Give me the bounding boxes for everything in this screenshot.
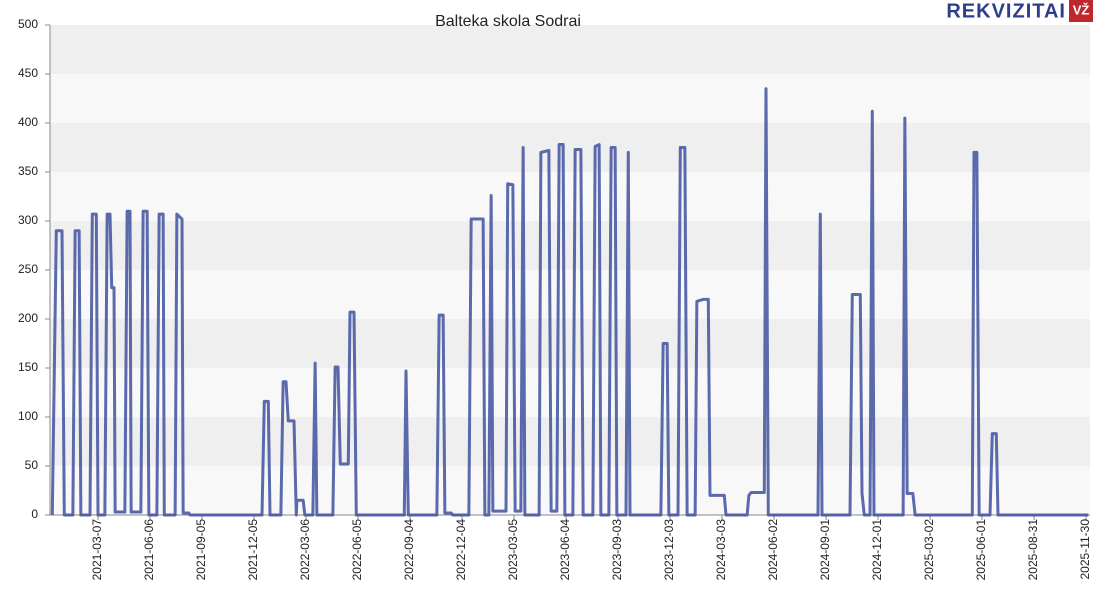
- data-line: [50, 87, 1089, 517]
- x-tick-label: 2021-09-05: [194, 519, 208, 581]
- grid-band: [50, 466, 1090, 515]
- y-tick-label: 200: [18, 311, 38, 325]
- logo-badge-bg: [1069, 0, 1093, 22]
- x-tick-label: 2025-08-31: [1026, 519, 1040, 581]
- y-tick-label: 0: [31, 507, 38, 521]
- x-tick-label: 2025-03-02: [922, 519, 936, 581]
- x-tick-label: 2024-09-01: [818, 519, 832, 581]
- grid-band: [50, 417, 1090, 466]
- chart-title: Balteka skola Sodrai: [435, 13, 581, 30]
- grid-band: [50, 270, 1090, 319]
- x-tick-label: 2025-11-30: [1078, 519, 1092, 580]
- y-tick-label: 50: [25, 458, 39, 472]
- x-tick-label: 2025-06-01: [974, 519, 988, 581]
- y-tick-label: 150: [18, 360, 38, 374]
- grid-band: [50, 74, 1090, 123]
- y-tick-label: 350: [18, 164, 38, 178]
- x-tick-label: 2024-03-03: [714, 519, 728, 581]
- y-tick-label: 250: [18, 262, 38, 276]
- x-tick-label: 2022-03-06: [298, 519, 312, 581]
- grid-band: [50, 319, 1090, 368]
- y-tick-label: 300: [18, 213, 38, 227]
- x-tick-label: 2022-09-04: [402, 519, 416, 581]
- y-tick-label: 500: [18, 17, 38, 31]
- plot-area: [50, 25, 1090, 515]
- logo-brand: REKVIZITAI: [946, 0, 1066, 22]
- x-tick-label: 2023-06-04: [558, 519, 572, 581]
- x-tick-label: 2023-12-03: [662, 519, 676, 581]
- x-tick-label: 2023-03-05: [506, 519, 520, 581]
- y-tick-label: 100: [18, 409, 38, 423]
- x-tick-label: 2021-12-05: [246, 519, 260, 581]
- x-tick-label: 2022-12-04: [454, 519, 468, 581]
- x-tick-label: 2022-06-05: [350, 519, 364, 581]
- x-tick-label: 2021-03-07: [90, 519, 104, 581]
- grid-band: [50, 221, 1090, 270]
- logo-badge: VŽ: [1073, 2, 1090, 17]
- y-tick-label: 450: [18, 66, 38, 80]
- grid-band: [50, 172, 1090, 221]
- y-tick-label: 400: [18, 115, 38, 129]
- x-tick-label: 2024-12-01: [870, 519, 884, 581]
- x-tick-label: 2023-09-03: [610, 519, 624, 581]
- x-tick-label: 2021-06-06: [142, 519, 156, 581]
- grid-band: [50, 25, 1090, 74]
- grid-band: [50, 368, 1090, 417]
- x-tick-label: 2024-06-02: [766, 519, 780, 581]
- grid-band: [50, 123, 1090, 172]
